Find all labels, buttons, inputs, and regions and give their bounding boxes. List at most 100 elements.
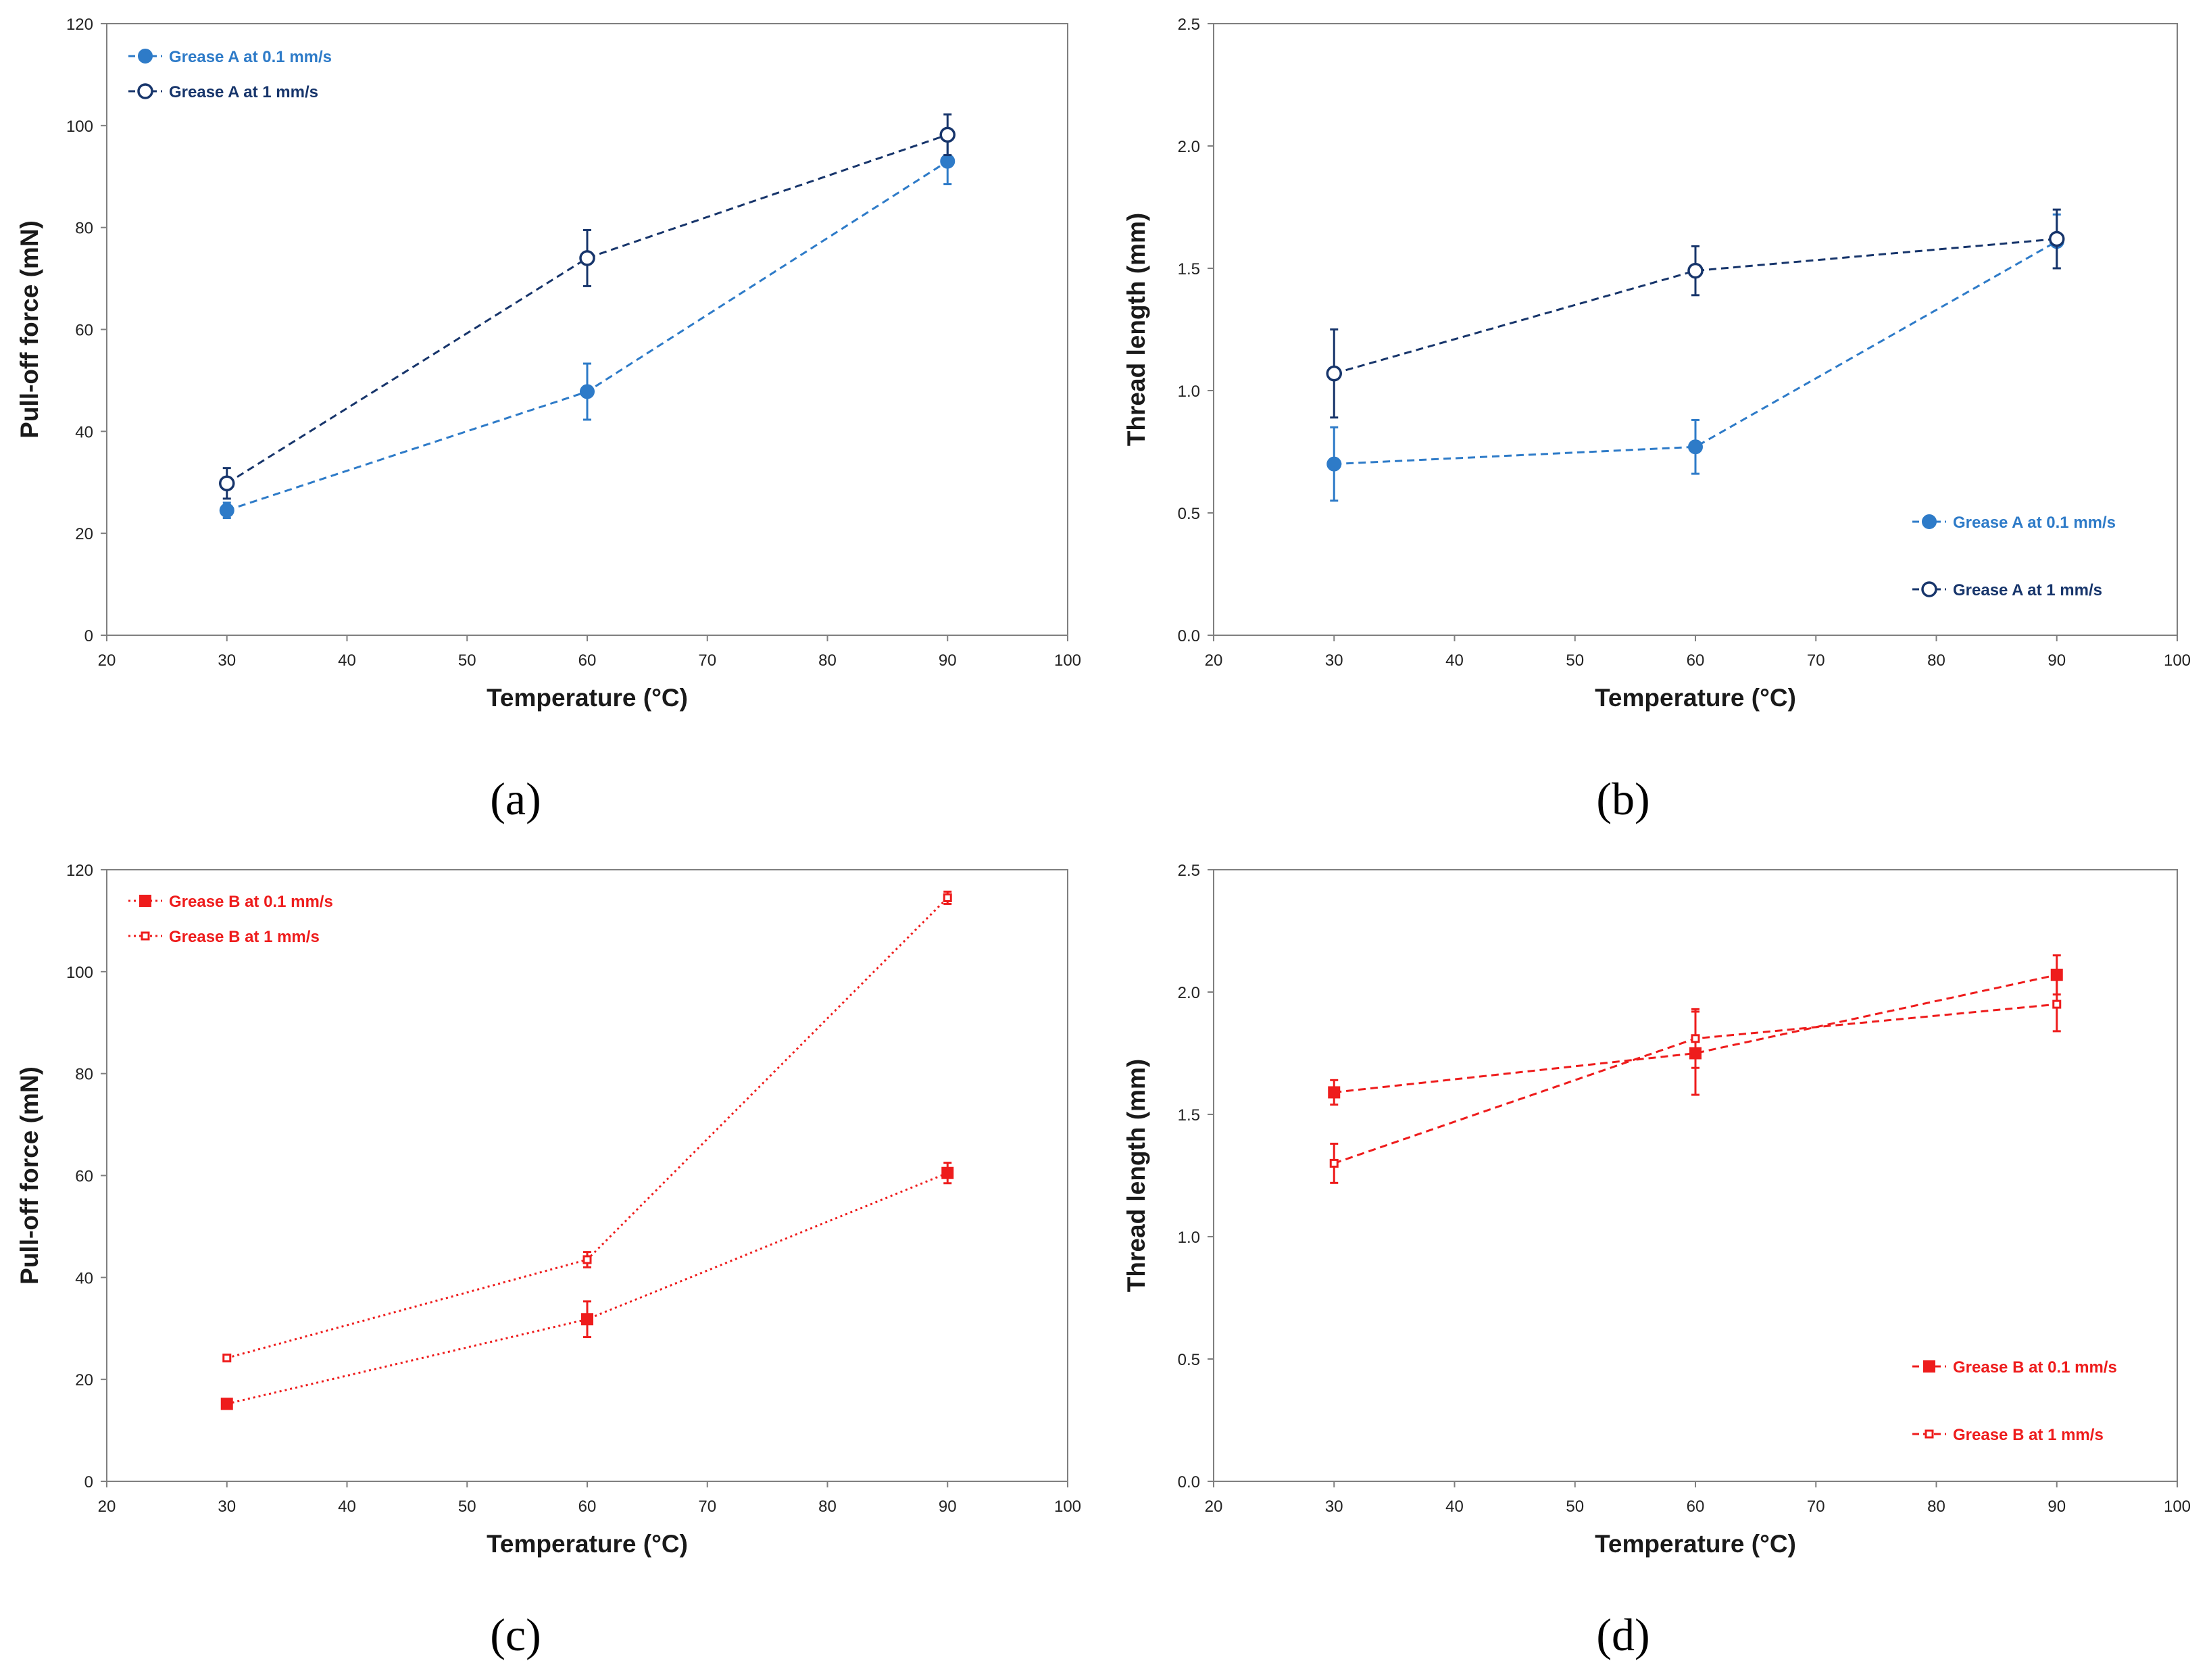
data-point [940, 153, 955, 169]
y-tick-label: 100 [66, 964, 93, 982]
data-point [1691, 1034, 1700, 1043]
y-tick-label: 0 [84, 627, 93, 645]
series-line [226, 133, 948, 485]
legend-marker [1922, 514, 1937, 529]
legend-label: Grease B at 0.1 mm/s [1953, 1358, 2117, 1377]
x-tick-label: 40 [338, 651, 356, 670]
x-axis-label: Temperature (°C) [487, 1530, 688, 1558]
x-tick-label: 80 [1927, 651, 1945, 670]
y-tick-label: 80 [75, 1066, 93, 1084]
y-tick-label: 0.0 [1178, 1473, 1200, 1491]
data-point [939, 126, 955, 143]
plot-area-border [1213, 869, 2178, 1482]
x-tick-label: 20 [98, 651, 116, 670]
x-tick-label: 60 [1687, 1498, 1705, 1516]
plot-area-border [1213, 23, 2178, 636]
x-tick-label: 50 [1566, 1498, 1584, 1516]
data-point [1687, 262, 1704, 279]
x-axis-label: Temperature (°C) [1595, 684, 1796, 712]
panel-d: 20 30 40 50 60 70 80 90 100 0.0 0.5 1.0 1.5 2.0 2.5 Tem… [1122, 862, 2191, 1660]
panel-b: 20 30 40 50 60 70 80 90 100 0.0 0.5 1.0 1.5 2.0 2.5 Tem… [1122, 16, 2191, 824]
legend-marker [137, 83, 153, 99]
y-tick-label: 80 [75, 220, 93, 238]
y-tick-label: 1.5 [1178, 1106, 1200, 1125]
y-axis-label: Pull-off force (mN) [16, 220, 43, 439]
x-tick-label: 90 [2047, 651, 2066, 670]
data-point [1328, 1086, 1341, 1099]
panel-caption: (d) [1596, 1609, 1649, 1660]
data-point [943, 893, 952, 902]
y-tick-label: 0.0 [1178, 627, 1200, 645]
x-tick-label: 50 [458, 1498, 476, 1516]
y-tick-label: 0.5 [1178, 505, 1200, 523]
legend-label: Grease B at 1 mm/s [169, 928, 320, 946]
y-tick-label: 120 [66, 862, 93, 880]
x-tick-label: 20 [98, 1498, 116, 1516]
data-point [1688, 439, 1703, 455]
x-tick-label: 20 [1205, 1498, 1223, 1516]
legend-label: Grease B at 0.1 mm/s [169, 893, 333, 911]
y-tick-label: 1.0 [1178, 1229, 1200, 1247]
x-tick-label: 20 [1205, 651, 1223, 670]
x-tick-label: 40 [338, 1498, 356, 1516]
panel-caption: (b) [1596, 773, 1649, 824]
x-tick-label: 100 [2164, 651, 2191, 670]
panel-caption: (a) [490, 773, 541, 824]
x-tick-label: 70 [1807, 651, 1825, 670]
x-tick-label: 50 [458, 651, 476, 670]
data-point [219, 503, 234, 518]
y-tick-label: 100 [66, 118, 93, 136]
x-tick-label: 100 [1054, 651, 1081, 670]
x-tick-label: 40 [1445, 651, 1464, 670]
data-point [581, 1313, 593, 1326]
x-tick-label: 80 [1927, 1498, 1945, 1516]
y-axis-label: Pull-off force (mN) [16, 1066, 43, 1285]
panel-a: 20 30 40 50 60 70 80 90 100 0 20 40 60 80 100 120 Temper… [16, 16, 1081, 824]
x-tick-label: 90 [2047, 1498, 2066, 1516]
x-tick-label: 70 [698, 1498, 716, 1516]
x-tick-label: 90 [939, 1498, 957, 1516]
series-line [226, 1172, 948, 1405]
x-tick-label: 60 [578, 651, 597, 670]
x-axis-label: Temperature (°C) [487, 684, 688, 712]
x-tick-label: 30 [1325, 1498, 1343, 1516]
data-point [579, 250, 595, 266]
x-tick-label: 30 [218, 651, 236, 670]
data-point [941, 1166, 954, 1179]
y-tick-label: 1.5 [1178, 260, 1200, 278]
series-line [1334, 240, 2058, 466]
legend-marker [1925, 1429, 1934, 1439]
x-tick-label: 100 [1054, 1498, 1081, 1516]
data-point [222, 1353, 232, 1362]
data-point [582, 1255, 592, 1264]
data-point [219, 475, 235, 492]
legend-marker [138, 49, 153, 64]
x-tick-label: 90 [939, 651, 957, 670]
legend-marker [1921, 581, 1937, 597]
y-axis-label: Thread length (mm) [1122, 213, 1150, 446]
x-tick-label: 80 [818, 651, 837, 670]
x-tick-label: 60 [1687, 651, 1705, 670]
series-line [1334, 974, 2058, 1093]
x-tick-label: 70 [698, 651, 716, 670]
x-tick-label: 70 [1807, 1498, 1825, 1516]
y-tick-label: 20 [75, 1371, 93, 1389]
legend-marker [141, 931, 150, 941]
y-tick-label: 20 [75, 525, 93, 543]
y-tick-label: 2.0 [1178, 138, 1200, 156]
legend-label: Grease A at 0.1 mm/s [169, 48, 332, 66]
legend-marker [1923, 1360, 1935, 1373]
x-tick-label: 50 [1566, 651, 1584, 670]
series-line [1333, 238, 2057, 375]
panel-c: 20 30 40 50 60 70 80 90 100 0 20 40 60 80 100 120 Temper… [16, 862, 1081, 1660]
plot-area-border [106, 869, 1068, 1482]
x-tick-label: 60 [578, 1498, 597, 1516]
y-tick-label: 1.0 [1178, 382, 1200, 401]
y-tick-label: 40 [75, 1269, 93, 1287]
data-point [1329, 1158, 1339, 1168]
x-axis-label: Temperature (°C) [1595, 1530, 1796, 1558]
x-tick-label: 40 [1445, 1498, 1464, 1516]
panel-caption: (c) [490, 1609, 541, 1660]
data-point [2049, 230, 2065, 247]
